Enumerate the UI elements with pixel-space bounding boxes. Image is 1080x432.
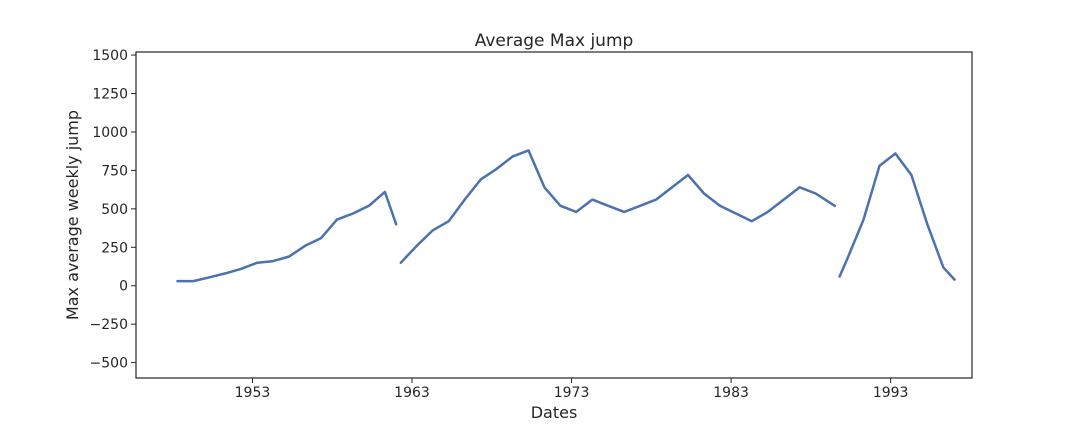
x-axis-label: Dates xyxy=(531,403,578,422)
y-tick-label: 250 xyxy=(101,240,128,256)
chart-title: Average Max jump xyxy=(475,31,634,51)
y-tick-label: −250 xyxy=(90,317,128,333)
y-tick-label: −500 xyxy=(90,356,128,372)
x-tick-label: 1973 xyxy=(554,385,590,401)
x-tick-label: 1953 xyxy=(235,385,271,401)
x-axis-ticks: 1953 1963 1973 1983 1993 xyxy=(235,378,909,401)
smooth-series-line-0 xyxy=(176,190,398,283)
noisy-series-line-2 xyxy=(838,152,956,281)
plot-area xyxy=(176,149,956,283)
smooth-series-line-2 xyxy=(838,152,956,281)
noisy-series-line-0 xyxy=(176,190,398,283)
x-tick-label: 1993 xyxy=(873,385,909,401)
y-axis-ticks: −500 −250 0 250 500 750 1000 1250 1500 xyxy=(90,48,136,372)
y-tick-label: 1250 xyxy=(92,87,128,103)
y-tick-label: 1500 xyxy=(92,48,128,64)
y-tick-label: 0 xyxy=(119,279,128,295)
smooth-series-line-1 xyxy=(399,149,837,264)
x-tick-label: 1983 xyxy=(713,385,749,401)
plot-frame xyxy=(135,51,973,379)
y-tick-label: 750 xyxy=(101,163,128,179)
y-tick-label: 500 xyxy=(101,202,128,218)
x-tick-label: 1963 xyxy=(394,385,430,401)
y-tick-label: 1000 xyxy=(92,125,128,141)
y-axis-label: Max average weekly jump xyxy=(63,110,82,320)
noisy-series-line-1 xyxy=(399,149,836,264)
